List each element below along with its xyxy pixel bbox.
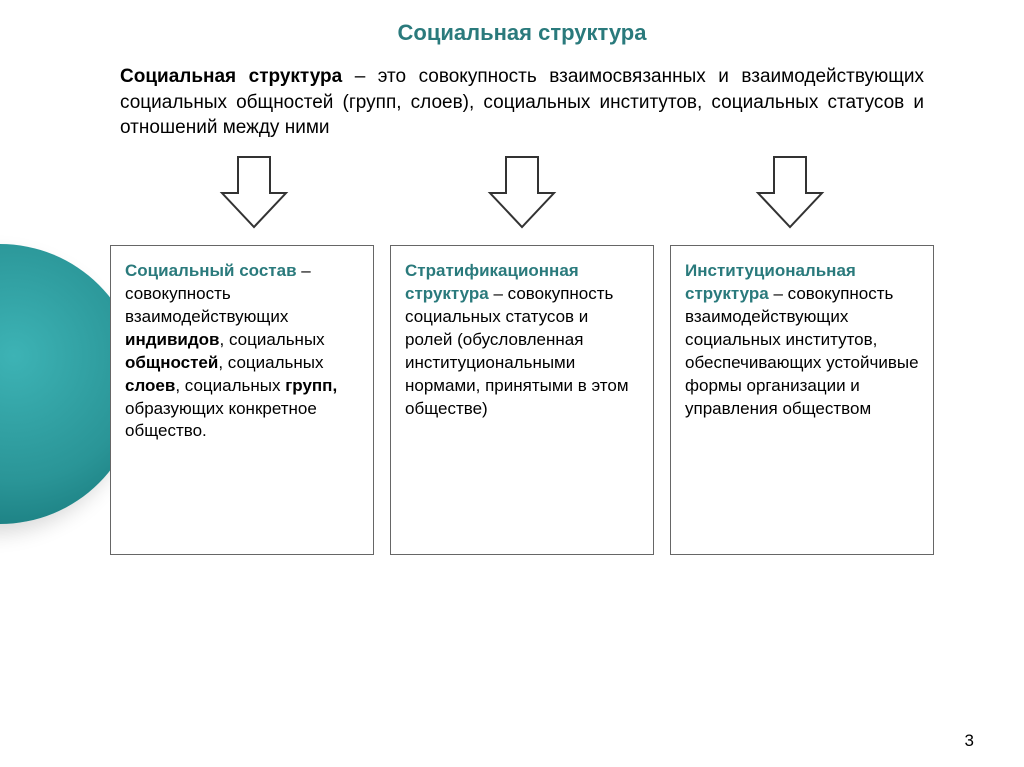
- arrows-row: [120, 153, 924, 231]
- down-arrow-icon: [754, 153, 826, 231]
- box1-m3: , социальных: [175, 376, 285, 395]
- box1-m2: , социальных: [218, 353, 323, 372]
- box1-m1: , социальных: [220, 330, 325, 349]
- boxes-row: Социальный состав – совокупность взаимод…: [110, 245, 934, 555]
- box3-body: совокупность взаимодействующих социальны…: [685, 284, 919, 418]
- box1-sep: –: [297, 261, 311, 280]
- box3-sep: –: [769, 284, 788, 303]
- slide-content: Социальная структура Социальная структур…: [0, 0, 1024, 767]
- box-social-composition: Социальный состав – совокупность взаимод…: [110, 245, 374, 555]
- down-arrow-icon: [218, 153, 290, 231]
- box1-b1: индивидов: [125, 330, 220, 349]
- box-institutional: Институциональная структура – совокупнос…: [670, 245, 934, 555]
- box1-b4: групп,: [285, 376, 337, 395]
- down-arrow-icon: [486, 153, 558, 231]
- definition-term: Социальная структура: [120, 66, 342, 87]
- arrow-3: [656, 153, 924, 231]
- box-stratification: Стратификационная структура – совокупнос…: [390, 245, 654, 555]
- box1-b2: общностей: [125, 353, 218, 372]
- box1-pre: совокупность взаимодействующих: [125, 284, 288, 326]
- arrow-1: [120, 153, 388, 231]
- box2-sep: –: [489, 284, 508, 303]
- slide-title: Социальная структура: [80, 20, 964, 46]
- box1-b3: слоев: [125, 376, 175, 395]
- definition-paragraph: Социальная структура – это совокупность …: [120, 64, 924, 141]
- box2-body: совокупность социальных статусов и ролей…: [405, 284, 629, 418]
- arrow-2: [388, 153, 656, 231]
- page-number: 3: [965, 731, 974, 751]
- box1-heading: Социальный состав: [125, 261, 297, 280]
- box1-tail: образующих конкретное общество.: [125, 399, 317, 441]
